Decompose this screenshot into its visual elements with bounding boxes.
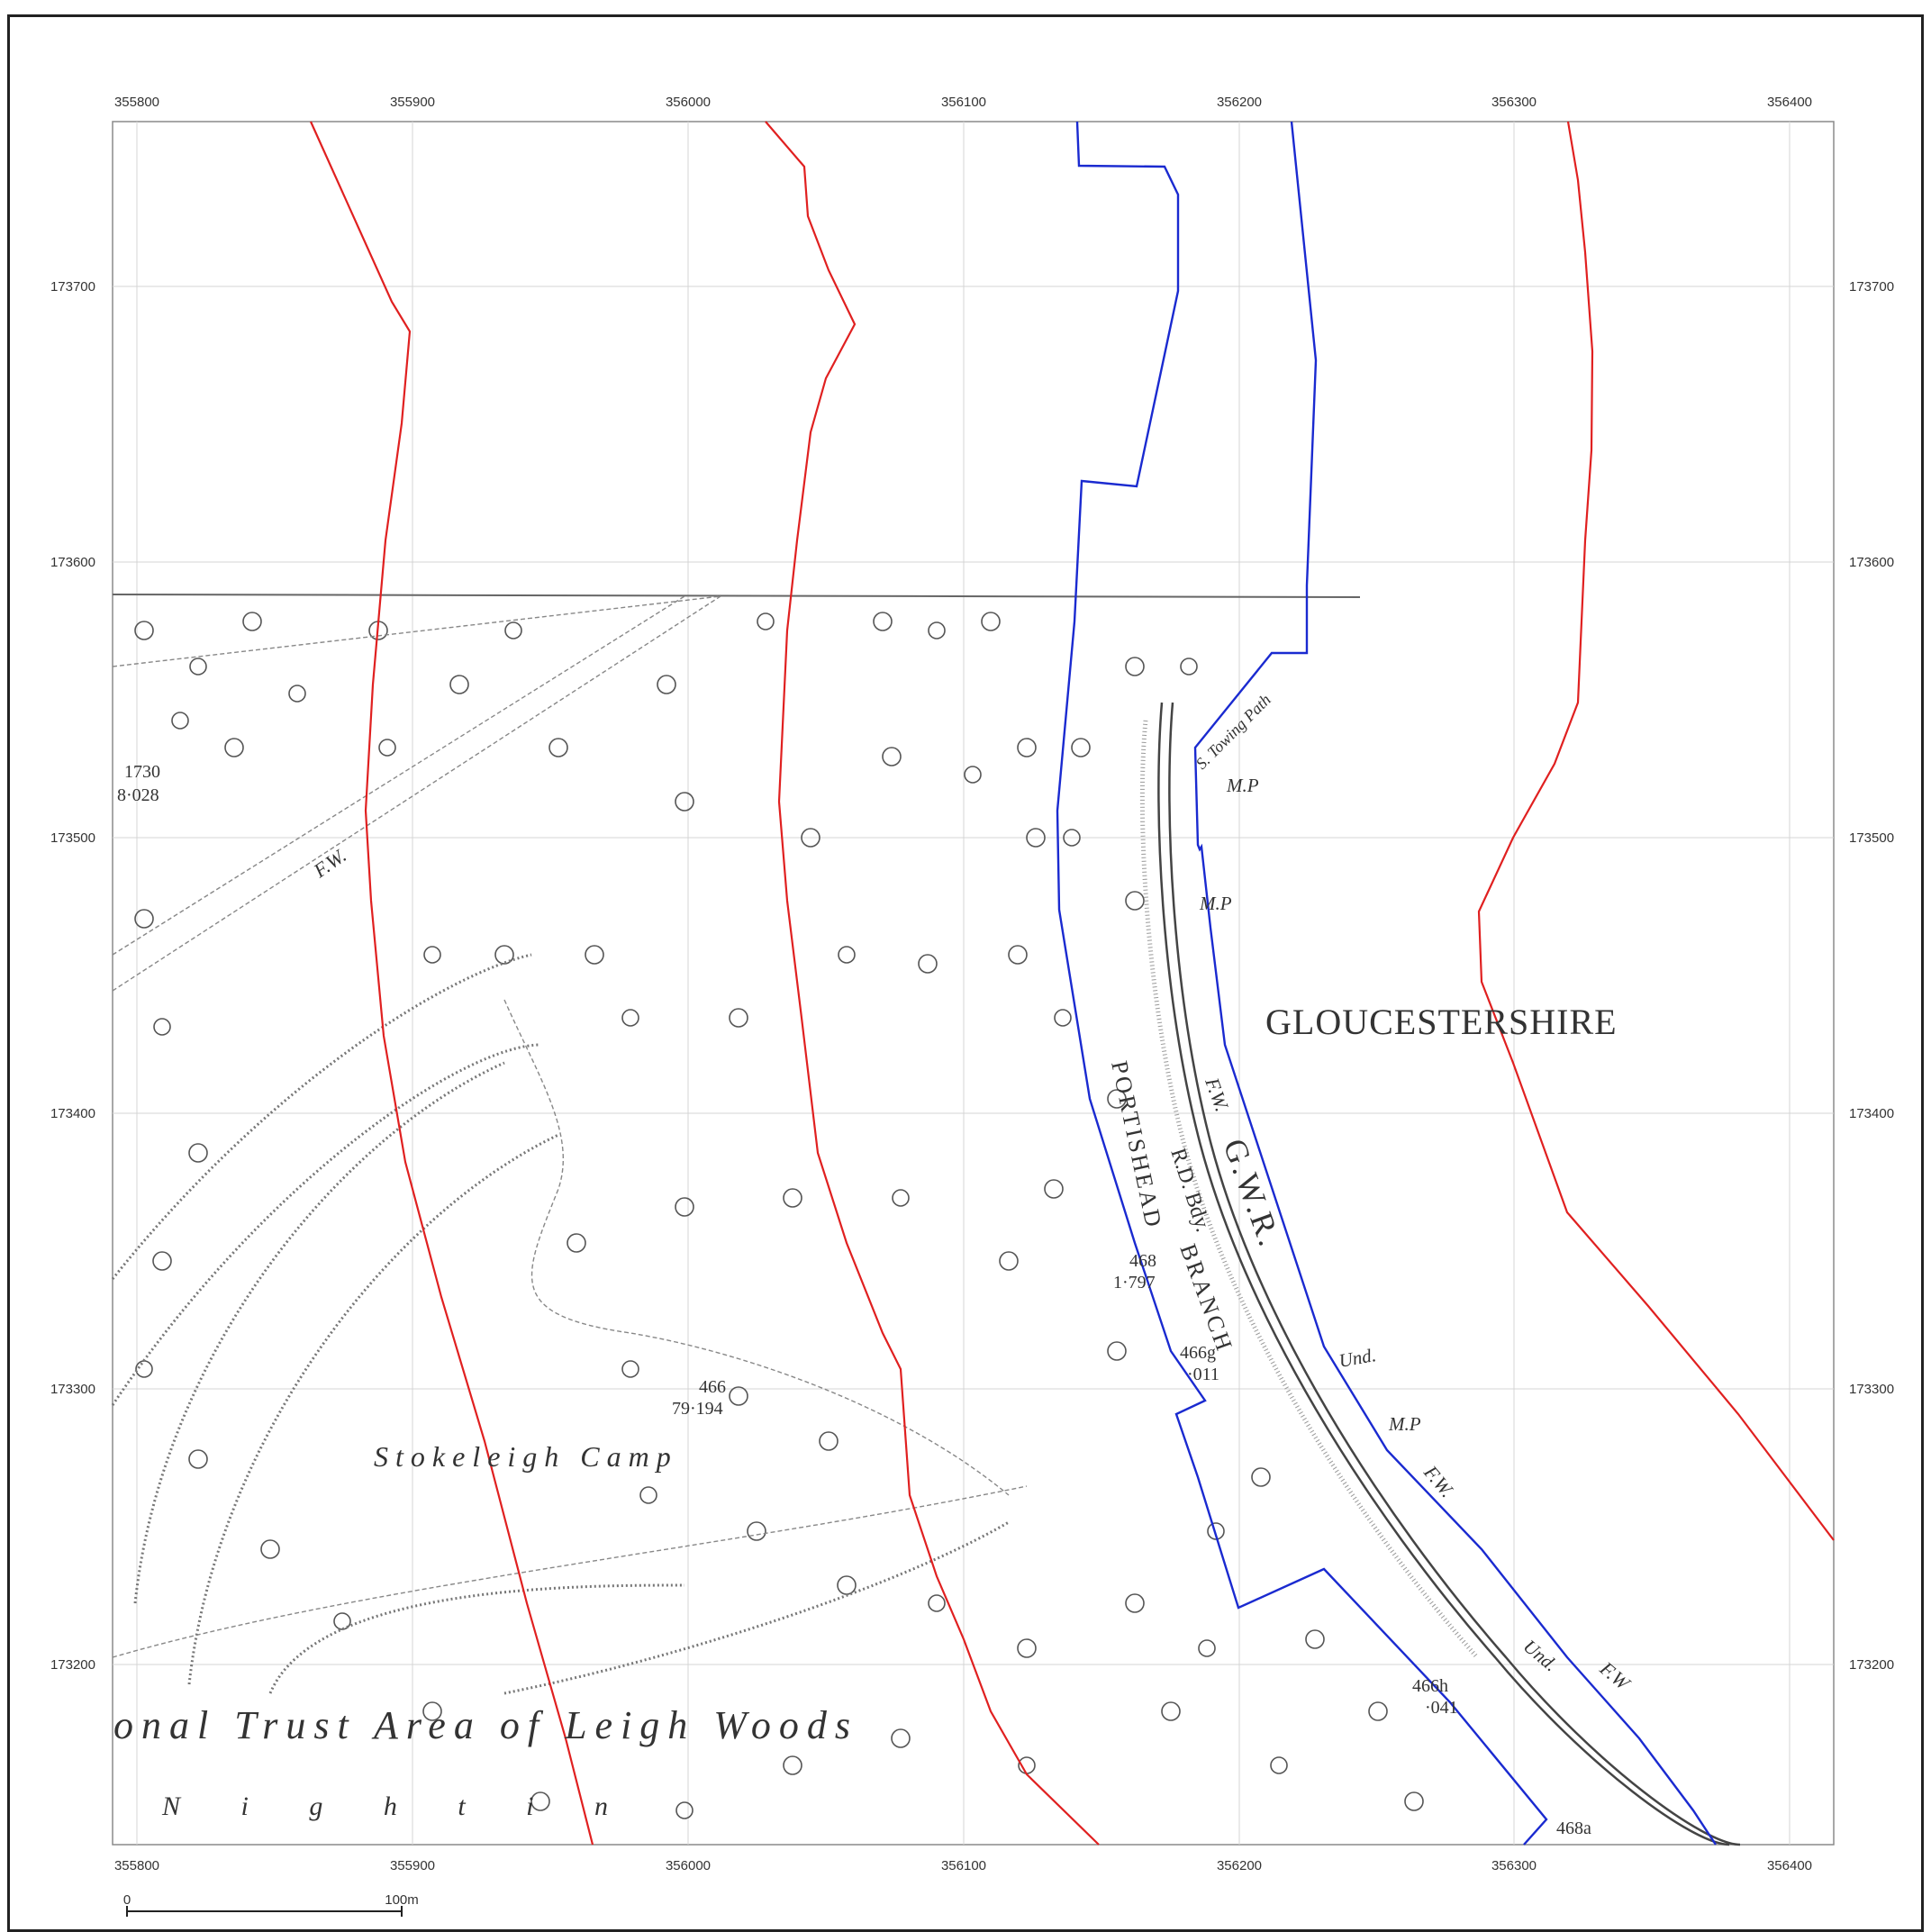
x-tick-top-355800: 355800 (114, 95, 159, 110)
parcel-466-area: 79·194 (672, 1399, 723, 1419)
x-tick-top-356400: 356400 (1767, 95, 1812, 110)
parcel-468-number: 468 (1129, 1251, 1156, 1271)
x-tick-bottom-356300: 356300 (1491, 1858, 1537, 1873)
parcel-1730-number: 1730 (124, 762, 160, 782)
y-tick-left-173400: 173400 (50, 1106, 95, 1121)
x-tick-top-355900: 355900 (390, 95, 435, 110)
y-tick-left-173300: 173300 (50, 1382, 95, 1397)
parcel-466g-number: 466g (1180, 1343, 1216, 1363)
y-tick-left-173700: 173700 (50, 279, 95, 295)
x-tick-bottom-355900: 355900 (390, 1858, 435, 1873)
y-tick-left-173500: 173500 (50, 830, 95, 846)
parcel-466-number: 466 (699, 1377, 726, 1397)
woodland-symbols (134, 612, 1424, 1819)
y-tick-right-173600: 173600 (1849, 555, 1894, 570)
y-axis-left: 173700 173600 173500 173400 173300 17320… (50, 279, 95, 1673)
y-tick-left-173600: 173600 (50, 555, 95, 570)
parcel-466h-area: ·041 (1425, 1698, 1458, 1718)
y-tick-left-173200: 173200 (50, 1657, 95, 1673)
nightingale-label: N i g h t i n (161, 1791, 635, 1821)
map-panel (112, 121, 1835, 1846)
base-map (111, 594, 1741, 1846)
parcel-468a-number: 468a (1556, 1819, 1591, 1838)
x-tick-top-356200: 356200 (1217, 95, 1262, 110)
x-tick-top-356300: 356300 (1491, 95, 1537, 110)
camp-earthworks (111, 953, 1010, 1695)
mp-label-3: M.P (1388, 1413, 1421, 1435)
county-label: GLOUCESTERSHIRE (1265, 1002, 1618, 1042)
x-axis-top: 355800 355900 356000 356100 356200 35630… (114, 95, 1812, 110)
x-tick-bottom-356400: 356400 (1767, 1858, 1812, 1873)
map-frame (7, 14, 1924, 1932)
y-tick-right-173200: 173200 (1849, 1657, 1894, 1673)
railway-line (1157, 702, 1741, 1846)
scale-bar: 0 100m (123, 1892, 419, 1917)
x-tick-top-356000: 356000 (666, 95, 711, 110)
y-tick-right-173300: 173300 (1849, 1382, 1894, 1397)
x-tick-bottom-356100: 356100 (941, 1858, 986, 1873)
y-axis-right: 173700 173600 173500 173400 173300 17320… (1849, 279, 1894, 1673)
x-tick-bottom-356200: 356200 (1217, 1858, 1262, 1873)
parcel-468-area: 1·797 (1113, 1273, 1156, 1293)
buffer-lines (309, 121, 1835, 1846)
y-tick-right-173700: 173700 (1849, 279, 1894, 295)
x-tick-top-356100: 356100 (941, 95, 986, 110)
camp-paths (112, 595, 1028, 1658)
mp-label-2: M.P (1199, 893, 1232, 914)
parcel-466h-number: 466h (1412, 1676, 1448, 1696)
mp-label-1: M.P (1226, 775, 1259, 796)
parcel-466g-area: ·011 (1187, 1365, 1219, 1384)
site-boundary[interactable] (1056, 121, 1718, 1846)
x-axis-bottom: 355800 355900 356000 356100 356200 35630… (114, 1858, 1812, 1873)
y-tick-right-173400: 173400 (1849, 1106, 1894, 1121)
x-tick-bottom-355800: 355800 (114, 1858, 159, 1873)
parcel-1730-area: 8·028 (117, 785, 159, 805)
y-tick-right-173500: 173500 (1849, 830, 1894, 846)
trust-label: onal Trust Area of Leigh Woods (113, 1703, 858, 1747)
scale-bar-end-label: 100m (385, 1892, 419, 1908)
x-tick-bottom-356000: 356000 (666, 1858, 711, 1873)
camp-label: Stokeleigh Camp (374, 1440, 678, 1473)
scale-bar-start-label: 0 (123, 1892, 131, 1908)
